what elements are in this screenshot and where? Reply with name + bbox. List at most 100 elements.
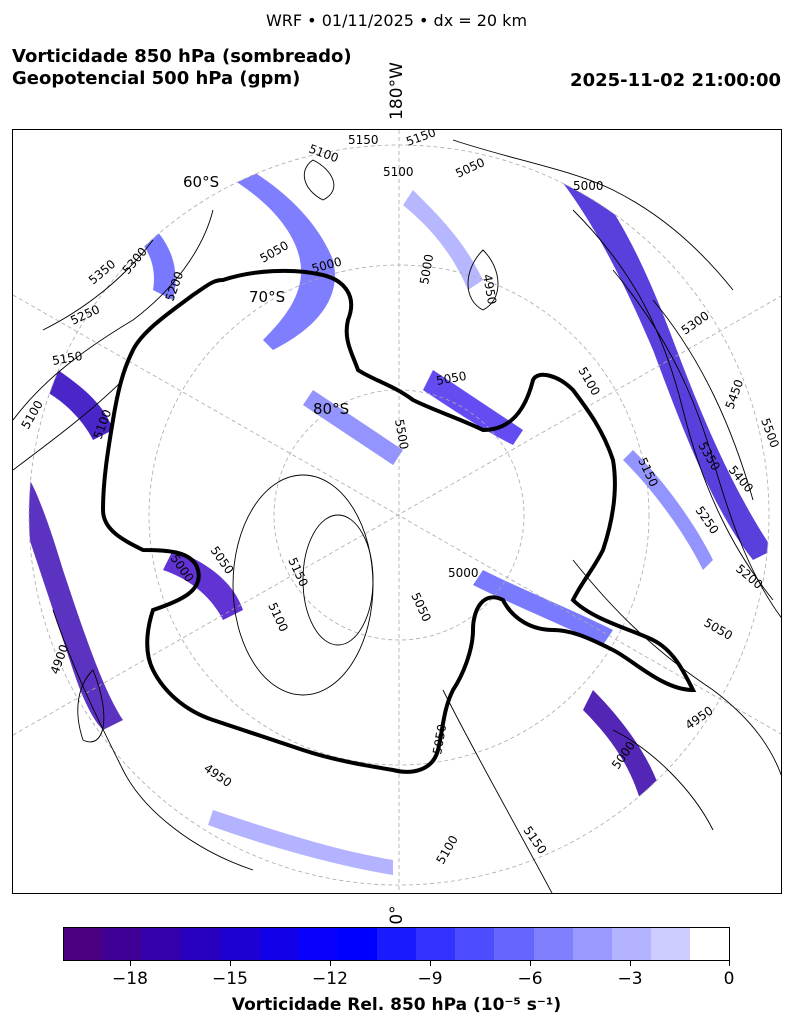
figure-suptitle: WRF • 01/11/2025 • dx = 20 km [265,11,528,30]
contour-label: 5150 [521,824,550,857]
colorbar-tick-label: −6 [517,969,543,989]
contour-label: 5000 [417,253,436,286]
contour-label: 5000 [448,566,479,580]
contour-low-center-inner [302,514,374,646]
colorbar-ticks: −18 −15 −12 −9 −6 −3 0 [63,961,734,991]
colorbar-segment [142,928,182,960]
contour-label: 5100 [307,142,340,166]
contour-label: 5000 [573,179,604,193]
lat-label-80s: 80°S [313,400,349,418]
contour-line [467,249,499,311]
antarctica-coastline [100,268,697,774]
vorticity-band [473,570,613,645]
map-title: Vorticidade 850 hPa (sombreado) Geopoten… [12,46,352,90]
contour-line [303,159,335,201]
contour-label: 5100 [265,600,291,634]
contour-label: 5300 [679,308,712,337]
contour-label: 4950 [201,761,234,790]
colorbar-segment [103,928,143,960]
contour-line [77,669,105,743]
colorbar-tick-label: −18 [112,969,148,989]
colorbar-tick-label: −9 [417,969,443,989]
colorbar-segment [64,928,104,960]
vorticity-band [583,690,663,810]
colorbar-segment [650,928,690,960]
title-line-vorticity: Vorticidade 850 hPa (sombreado) [12,46,352,67]
lat-label-60s: 60°S [183,173,219,191]
colorbar-tick-label: 0 [723,969,735,989]
colorbar-tick [430,961,431,966]
contour-line [13,379,124,471]
contour-line [572,209,774,601]
colorbar-segment [220,928,260,960]
contour-label: 5050 [430,723,449,756]
contour-line [572,559,781,776]
colorbar-tick [530,961,531,966]
geopotential-contours [13,139,781,893]
contour-line [452,139,734,291]
contour-label: 5050 [408,590,434,624]
map-svg: 60°S 70°S 80°S 5150 5150 5100 5100 5050 … [13,130,782,893]
colorbar-segment [494,928,534,960]
meridian-diag-b [13,295,781,736]
contour-label: 5250 [68,302,102,328]
colorbar-segment [690,928,730,960]
contour-line [42,239,154,331]
contour-label: 4900 [48,643,72,676]
contour-label: 5100 [433,833,460,866]
colorbar-segment [455,928,495,960]
vorticity-band [553,160,769,560]
contour-label: 5200 [733,562,765,592]
colorbar-segment [572,928,612,960]
colorbar-tick [630,961,631,966]
contour-line [13,209,214,421]
vorticity-band [163,550,243,620]
contour-label: 5050 [702,615,735,642]
title-line-geopotential: Geopotencial 500 hPa (gpm) [12,68,301,89]
contour-line [52,609,254,871]
contour-label: 5150 [51,349,84,368]
colorbar-tick [130,961,131,966]
vorticity-band [303,390,403,465]
graticule [13,130,781,893]
contour-label: 5100 [18,398,45,431]
colorbar-segment [337,928,377,960]
contour-label: 5150 [348,133,379,147]
contour-label: 5050 [435,369,468,388]
colorbar-tick [230,961,231,966]
colorbar-tick-label: −12 [312,969,348,989]
colorbar-segment [181,928,221,960]
latitude-circle-60s [28,144,770,886]
vorticity-band [43,360,113,440]
colorbar-segment [298,928,338,960]
contour-line [652,299,754,501]
colorbar-segment [377,928,417,960]
lat-label-70s: 70°S [249,288,285,306]
contour-line [612,269,781,618]
colorbar-tick [729,961,730,966]
colorbar [63,927,730,961]
contour-line [442,689,553,893]
colorbar-segment [611,928,651,960]
colorbar-segment [416,928,456,960]
colorbar-label: Vorticidade Rel. 850 hPa (10⁻⁵ s⁻¹) [231,995,562,1015]
vorticity-shading [29,145,769,875]
contour-label: 5500 [392,418,411,451]
contour-label: 5050 [258,238,291,265]
contour-label: 5450 [723,378,747,411]
colorbar-tick-label: −15 [212,969,248,989]
longitude-label-top: 180°W [386,56,408,126]
contour-label: 5150 [285,555,311,589]
contour-label: 4950 [480,273,499,306]
contour-line [612,729,714,831]
vorticity-band [29,470,123,730]
longitude-label-bottom: 0° [386,902,408,928]
contour-label: 5050 [453,155,487,181]
vorticity-band [183,145,335,350]
longitude-label-0: 0° [387,905,407,925]
contour-label: 4950 [683,703,716,732]
colorbar-tick [330,961,331,966]
contour-label: 5500 [758,416,782,449]
contour-label: 5100 [383,165,414,179]
vorticity-band [623,450,713,570]
